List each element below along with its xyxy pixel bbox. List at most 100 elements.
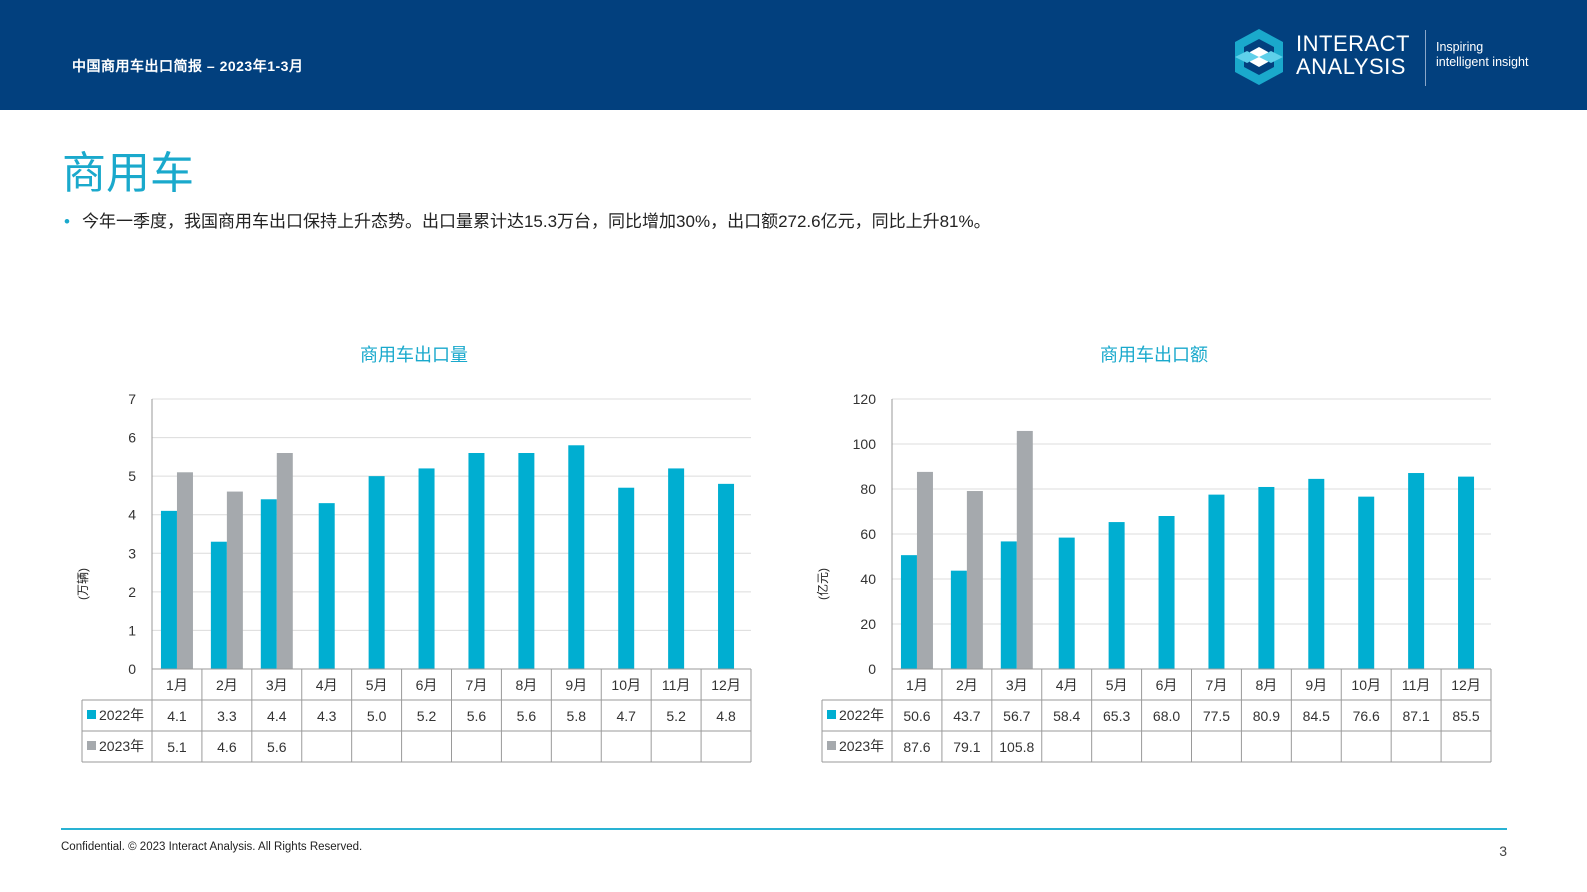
x-tick-label: 11月 (1402, 677, 1431, 693)
data-label: 65.3 (1103, 708, 1130, 724)
summary-text: 今年一季度，我国商用车出口保持上升态势。出口量累计达15.3万台，同比增加30%… (81, 212, 991, 231)
bar-2022 (1458, 476, 1475, 669)
x-tick-label: 5月 (1106, 677, 1128, 693)
bar-2022 (368, 476, 385, 669)
data-label: 58.4 (1053, 708, 1080, 724)
bar-2022 (160, 510, 177, 669)
bullet-icon: • (64, 212, 70, 231)
data-label: 56.7 (1003, 708, 1030, 724)
bar-2022 (668, 468, 685, 669)
logo-divider (1425, 30, 1426, 86)
data-label: 4.7 (616, 708, 636, 724)
y-axis-label: (亿元) (815, 568, 830, 600)
x-tick-label: 10月 (1351, 677, 1381, 693)
y-tick-label: 120 (853, 391, 877, 407)
x-tick-label: 6月 (1156, 677, 1178, 693)
legend-label: 2023年 (839, 738, 884, 754)
bar-2022 (1208, 494, 1225, 669)
y-tick-label: 5 (128, 468, 136, 484)
data-label: 43.7 (953, 708, 980, 724)
data-label: 5.8 (567, 708, 587, 724)
y-tick-label: 60 (860, 526, 876, 542)
bar-2023 (966, 491, 983, 669)
data-label: 76.6 (1353, 708, 1380, 724)
bar-2022 (618, 487, 635, 669)
data-label: 5.2 (666, 708, 686, 724)
bar-2023 (176, 472, 193, 669)
bar-2022 (260, 499, 277, 669)
data-label: 77.5 (1203, 708, 1230, 724)
legend-swatch-2023年 (87, 741, 96, 750)
x-tick-label: 12月 (1451, 677, 1481, 693)
bar-2022 (1358, 496, 1375, 669)
x-tick-label: 6月 (416, 677, 438, 693)
y-tick-label: 0 (868, 661, 876, 677)
bar-2022 (1058, 537, 1075, 669)
data-label: 3.3 (217, 708, 237, 724)
data-label: 5.0 (367, 708, 387, 724)
logo-tagline: Inspiring intelligent insight (1436, 40, 1529, 69)
bar-2022 (1108, 522, 1125, 669)
footer-copyright: Confidential. © 2023 Interact Analysis. … (61, 841, 363, 853)
x-tick-label: 8月 (515, 677, 537, 693)
x-tick-label: 7月 (466, 677, 488, 693)
legend-label: 2022年 (839, 707, 884, 723)
summary-bullet: • 今年一季度，我国商用车出口保持上升态势。出口量累计达15.3万台，同比增加30… (64, 207, 991, 232)
data-label: 4.3 (317, 708, 337, 724)
header-bar: 中国商用车出口简报 – 2023年1-3月 INTERACT ANALYSIS … (0, 0, 1587, 110)
bar-2022 (1258, 486, 1275, 669)
data-label: 84.5 (1303, 708, 1330, 724)
bar-2022 (1000, 541, 1017, 669)
y-tick-label: 1 (128, 622, 136, 638)
x-tick-label: 1月 (906, 677, 928, 693)
y-tick-label: 7 (128, 391, 136, 407)
legend-label: 2023年 (99, 738, 144, 754)
x-tick-label: 5月 (366, 677, 388, 693)
export-volume-chart: 商用车出口量 (万辆) 0 1 2 3 4 5 6 7 1月 2月 3月 4月 5月 6月 7月 8月 9月 10月 1… (76, 345, 752, 763)
legend-label: 2022年 (99, 707, 144, 723)
page-number: 3 (1499, 843, 1507, 859)
interact-analysis-logo: INTERACT ANALYSIS Inspiring intelligent … (1233, 26, 1553, 88)
data-label: 85.5 (1452, 708, 1479, 724)
x-tick-label: 8月 (1255, 677, 1277, 693)
x-tick-label: 4月 (1056, 677, 1078, 693)
y-tick-label: 6 (128, 430, 136, 446)
data-label: 4.6 (217, 739, 237, 755)
legend-swatch-2022年 (827, 710, 836, 719)
footer-divider (61, 828, 1507, 830)
y-tick-label: 4 (128, 507, 136, 523)
x-tick-label: 12月 (711, 677, 741, 693)
data-label: 80.9 (1253, 708, 1280, 724)
x-tick-label: 2月 (956, 677, 978, 693)
bar-2022 (568, 445, 585, 669)
data-label: 5.6 (267, 739, 287, 755)
y-tick-label: 20 (860, 616, 876, 632)
data-label: 5.6 (517, 708, 537, 724)
bar-2022 (718, 483, 735, 669)
y-tick-label: 2 (128, 584, 136, 600)
logo-wordmark: INTERACT ANALYSIS (1296, 31, 1410, 79)
data-label: 4.8 (716, 708, 736, 724)
bar-2023 (276, 453, 293, 669)
x-tick-label: 7月 (1206, 677, 1228, 693)
hexagon-logo-icon (1235, 29, 1283, 85)
chart-title: 商用车出口额 (1100, 345, 1208, 365)
page-heading: 商用车 (62, 148, 194, 199)
report-title: 中国商用车出口简报 – 2023年1-3月 (72, 58, 304, 74)
x-tick-label: 11月 (662, 677, 691, 693)
bar-2022 (318, 503, 335, 669)
y-tick-label: 0 (128, 661, 136, 677)
x-tick-label: 9月 (565, 677, 587, 693)
x-tick-label: 1月 (166, 677, 188, 693)
bar-2023 (916, 471, 933, 669)
bar-2022 (210, 541, 227, 669)
bar-2023 (1016, 430, 1033, 669)
chart-title: 商用车出口量 (360, 345, 468, 365)
x-tick-label: 10月 (611, 677, 641, 693)
y-tick-label: 40 (860, 571, 876, 587)
data-label: 5.6 (467, 708, 487, 724)
bar-2022 (518, 453, 535, 669)
bar-2022 (1308, 478, 1325, 669)
bar-2022 (1158, 516, 1175, 669)
y-tick-label: 3 (128, 545, 136, 561)
